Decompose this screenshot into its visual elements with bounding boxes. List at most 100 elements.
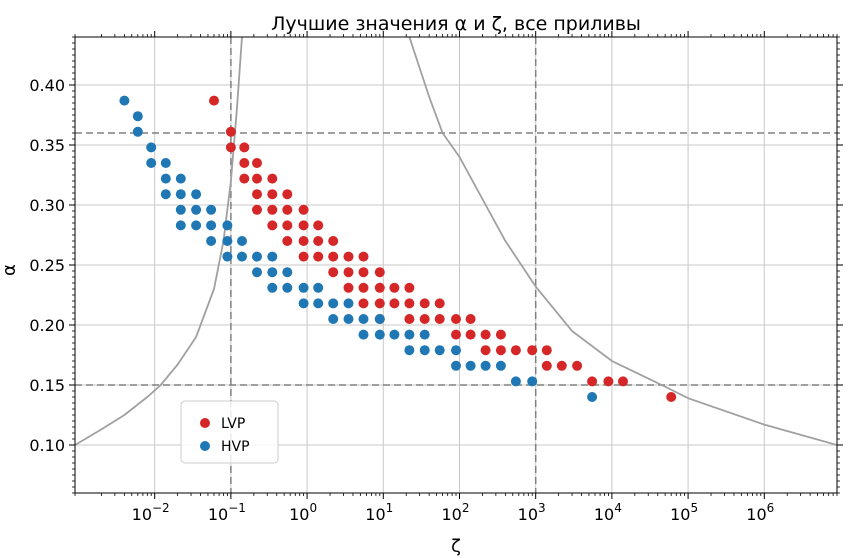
point-lvp bbox=[282, 189, 293, 200]
legend-label-lvp: LVP bbox=[221, 416, 245, 432]
point-hvp bbox=[160, 173, 171, 184]
point-hvp bbox=[298, 298, 309, 309]
point-lvp bbox=[313, 236, 324, 246]
x-tick-label: 100 bbox=[289, 501, 317, 524]
point-hvp bbox=[527, 376, 538, 387]
point-hvp bbox=[313, 282, 324, 293]
curve-1 bbox=[75, 37, 243, 446]
point-hvp bbox=[175, 189, 186, 200]
point-lvp bbox=[374, 267, 385, 278]
legend-label-hvp: HVP bbox=[221, 439, 250, 455]
point-hvp bbox=[328, 298, 339, 309]
point-lvp bbox=[343, 267, 354, 278]
point-lvp bbox=[239, 142, 250, 153]
series-hvp bbox=[119, 95, 598, 402]
point-lvp bbox=[239, 173, 250, 184]
point-lvp bbox=[298, 204, 309, 215]
point-hvp bbox=[267, 267, 278, 278]
point-lvp bbox=[282, 236, 293, 246]
x-tick-label: 10−1 bbox=[208, 501, 246, 524]
legend-marker-hvp bbox=[200, 441, 210, 451]
y-tick-label: 0.15 bbox=[29, 376, 65, 395]
point-lvp bbox=[267, 204, 278, 215]
x-tick-label: 103 bbox=[518, 501, 546, 524]
point-lvp bbox=[358, 282, 369, 293]
point-lvp bbox=[358, 267, 369, 278]
point-lvp bbox=[465, 314, 476, 324]
y-tick-label: 0.10 bbox=[29, 436, 65, 455]
point-lvp bbox=[480, 329, 491, 340]
point-lvp bbox=[225, 142, 236, 153]
point-lvp bbox=[495, 345, 506, 356]
point-lvp bbox=[451, 329, 461, 340]
point-lvp bbox=[480, 345, 491, 356]
y-tick-label: 0.40 bbox=[29, 76, 65, 95]
point-lvp bbox=[510, 345, 521, 356]
legend-marker-lvp bbox=[200, 418, 210, 428]
point-lvp bbox=[343, 282, 354, 293]
point-hvp bbox=[237, 251, 247, 262]
point-lvp bbox=[267, 220, 278, 231]
point-hvp bbox=[374, 314, 385, 324]
point-hvp bbox=[298, 282, 309, 293]
ticks: 10−2 10−1 100 101 102 103 104 105 106 0.10 0.15 0.2… bbox=[29, 31, 843, 524]
point-lvp bbox=[572, 360, 583, 371]
point-lvp bbox=[267, 189, 278, 200]
point-hvp bbox=[404, 329, 415, 340]
point-lvp bbox=[374, 298, 385, 309]
point-lvp bbox=[434, 314, 445, 324]
point-lvp bbox=[374, 282, 385, 293]
point-hvp bbox=[510, 376, 521, 387]
point-hvp bbox=[465, 360, 476, 371]
point-lvp bbox=[298, 236, 309, 246]
point-lvp bbox=[541, 345, 552, 356]
point-hvp bbox=[132, 126, 143, 137]
point-hvp bbox=[267, 251, 278, 262]
x-tick-label: 104 bbox=[594, 501, 622, 524]
point-hvp bbox=[191, 189, 202, 200]
point-hvp bbox=[175, 204, 186, 215]
point-hvp bbox=[404, 345, 415, 356]
point-lvp bbox=[282, 204, 293, 215]
point-lvp bbox=[465, 329, 476, 340]
point-hvp bbox=[358, 314, 369, 324]
x-tick-label: 105 bbox=[670, 501, 698, 524]
point-hvp bbox=[389, 329, 400, 340]
point-lvp bbox=[527, 345, 538, 356]
point-hvp bbox=[222, 251, 233, 262]
point-lvp bbox=[389, 298, 400, 309]
point-hvp bbox=[206, 204, 217, 215]
point-lvp bbox=[267, 173, 278, 184]
point-lvp bbox=[389, 282, 400, 293]
point-hvp bbox=[313, 298, 324, 309]
point-hvp bbox=[160, 158, 171, 168]
y-tick-label: 0.35 bbox=[29, 136, 65, 155]
point-hvp bbox=[160, 189, 171, 200]
point-hvp bbox=[252, 251, 262, 262]
x-tick-label: 106 bbox=[746, 501, 774, 524]
point-lvp bbox=[666, 392, 677, 402]
point-hvp bbox=[451, 360, 461, 371]
data-points bbox=[119, 95, 677, 402]
point-lvp bbox=[239, 158, 250, 168]
x-axis-label: ζ bbox=[451, 536, 461, 557]
point-lvp bbox=[541, 360, 552, 371]
point-lvp bbox=[495, 329, 506, 340]
point-lvp bbox=[328, 236, 339, 246]
point-lvp bbox=[358, 298, 369, 309]
point-hvp bbox=[282, 282, 293, 293]
point-lvp bbox=[419, 298, 430, 309]
point-hvp bbox=[328, 314, 339, 324]
point-lvp bbox=[618, 376, 628, 387]
point-lvp bbox=[404, 298, 415, 309]
point-hvp bbox=[480, 360, 491, 371]
point-lvp bbox=[252, 173, 262, 184]
point-lvp bbox=[209, 95, 219, 106]
point-hvp bbox=[434, 345, 445, 356]
point-lvp bbox=[252, 158, 262, 168]
point-hvp bbox=[191, 204, 202, 215]
point-hvp bbox=[222, 236, 233, 246]
x-tick-label: 102 bbox=[441, 501, 469, 524]
point-hvp bbox=[222, 220, 233, 231]
point-lvp bbox=[434, 298, 445, 309]
